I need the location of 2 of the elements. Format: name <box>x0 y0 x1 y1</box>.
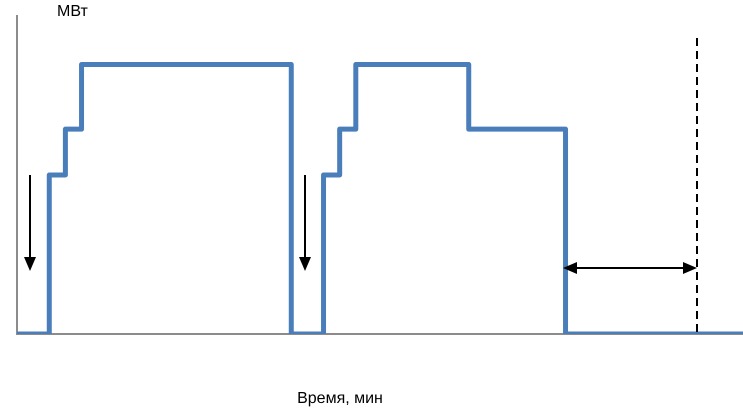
x-axis-title: Время, мин <box>296 390 384 408</box>
y-axis-title: МВт <box>57 3 88 21</box>
